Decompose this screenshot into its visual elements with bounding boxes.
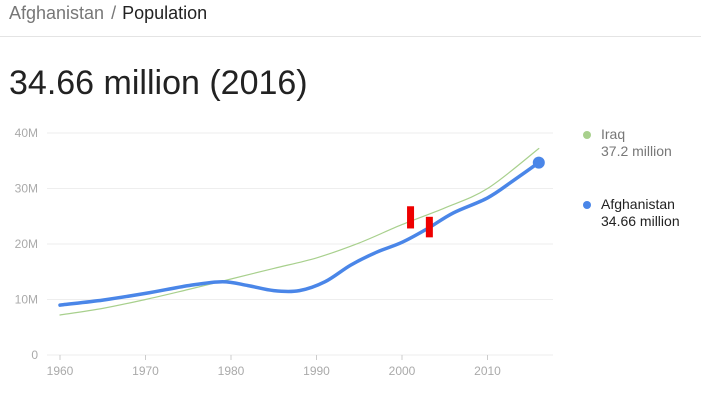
- y-tick-label: 10M: [15, 293, 38, 307]
- legend-item-afghanistan[interactable]: Afghanistan 34.66 million: [583, 196, 698, 230]
- legend-afghanistan-name: Afghanistan: [601, 196, 675, 212]
- series-line-afghanistan: [58, 160, 541, 307]
- legend-item-iraq[interactable]: Iraq 37.2 million: [583, 126, 698, 160]
- header-divider: [0, 36, 701, 37]
- x-tick-label: 1960: [47, 364, 74, 378]
- series-line-iraq: [59, 147, 540, 316]
- x-tick-label: 2000: [389, 364, 416, 378]
- x-tick-label: 1970: [132, 364, 159, 378]
- x-tick-label: 2010: [474, 364, 501, 378]
- breadcrumb-country-link[interactable]: Afghanistan: [9, 3, 105, 23]
- series-endpoint-afghanistan[interactable]: [532, 156, 545, 169]
- headline-value: 34.66 million (2016): [9, 64, 308, 102]
- legend-afghanistan-value: 34.66 million: [601, 213, 680, 229]
- legend-iraq-value: 37.2 million: [601, 143, 672, 159]
- y-tick-label: 30M: [15, 182, 38, 196]
- annotation-marker: [407, 206, 415, 229]
- y-tick-label: 0: [31, 348, 38, 362]
- x-tick-label: 1980: [218, 364, 245, 378]
- legend-dot-iraq: [583, 131, 591, 139]
- annotation-marker: [425, 216, 433, 238]
- x-tick-label: 1990: [303, 364, 330, 378]
- y-tick-label: 20M: [15, 237, 38, 251]
- legend-dot-afghanistan: [583, 201, 591, 209]
- breadcrumb-metric: Population: [122, 3, 208, 23]
- legend-iraq-name: Iraq: [601, 126, 626, 142]
- breadcrumb-separator: /: [111, 3, 117, 23]
- breadcrumb: Afghanistan / Population: [9, 3, 207, 23]
- y-tick-label: 40M: [15, 126, 38, 140]
